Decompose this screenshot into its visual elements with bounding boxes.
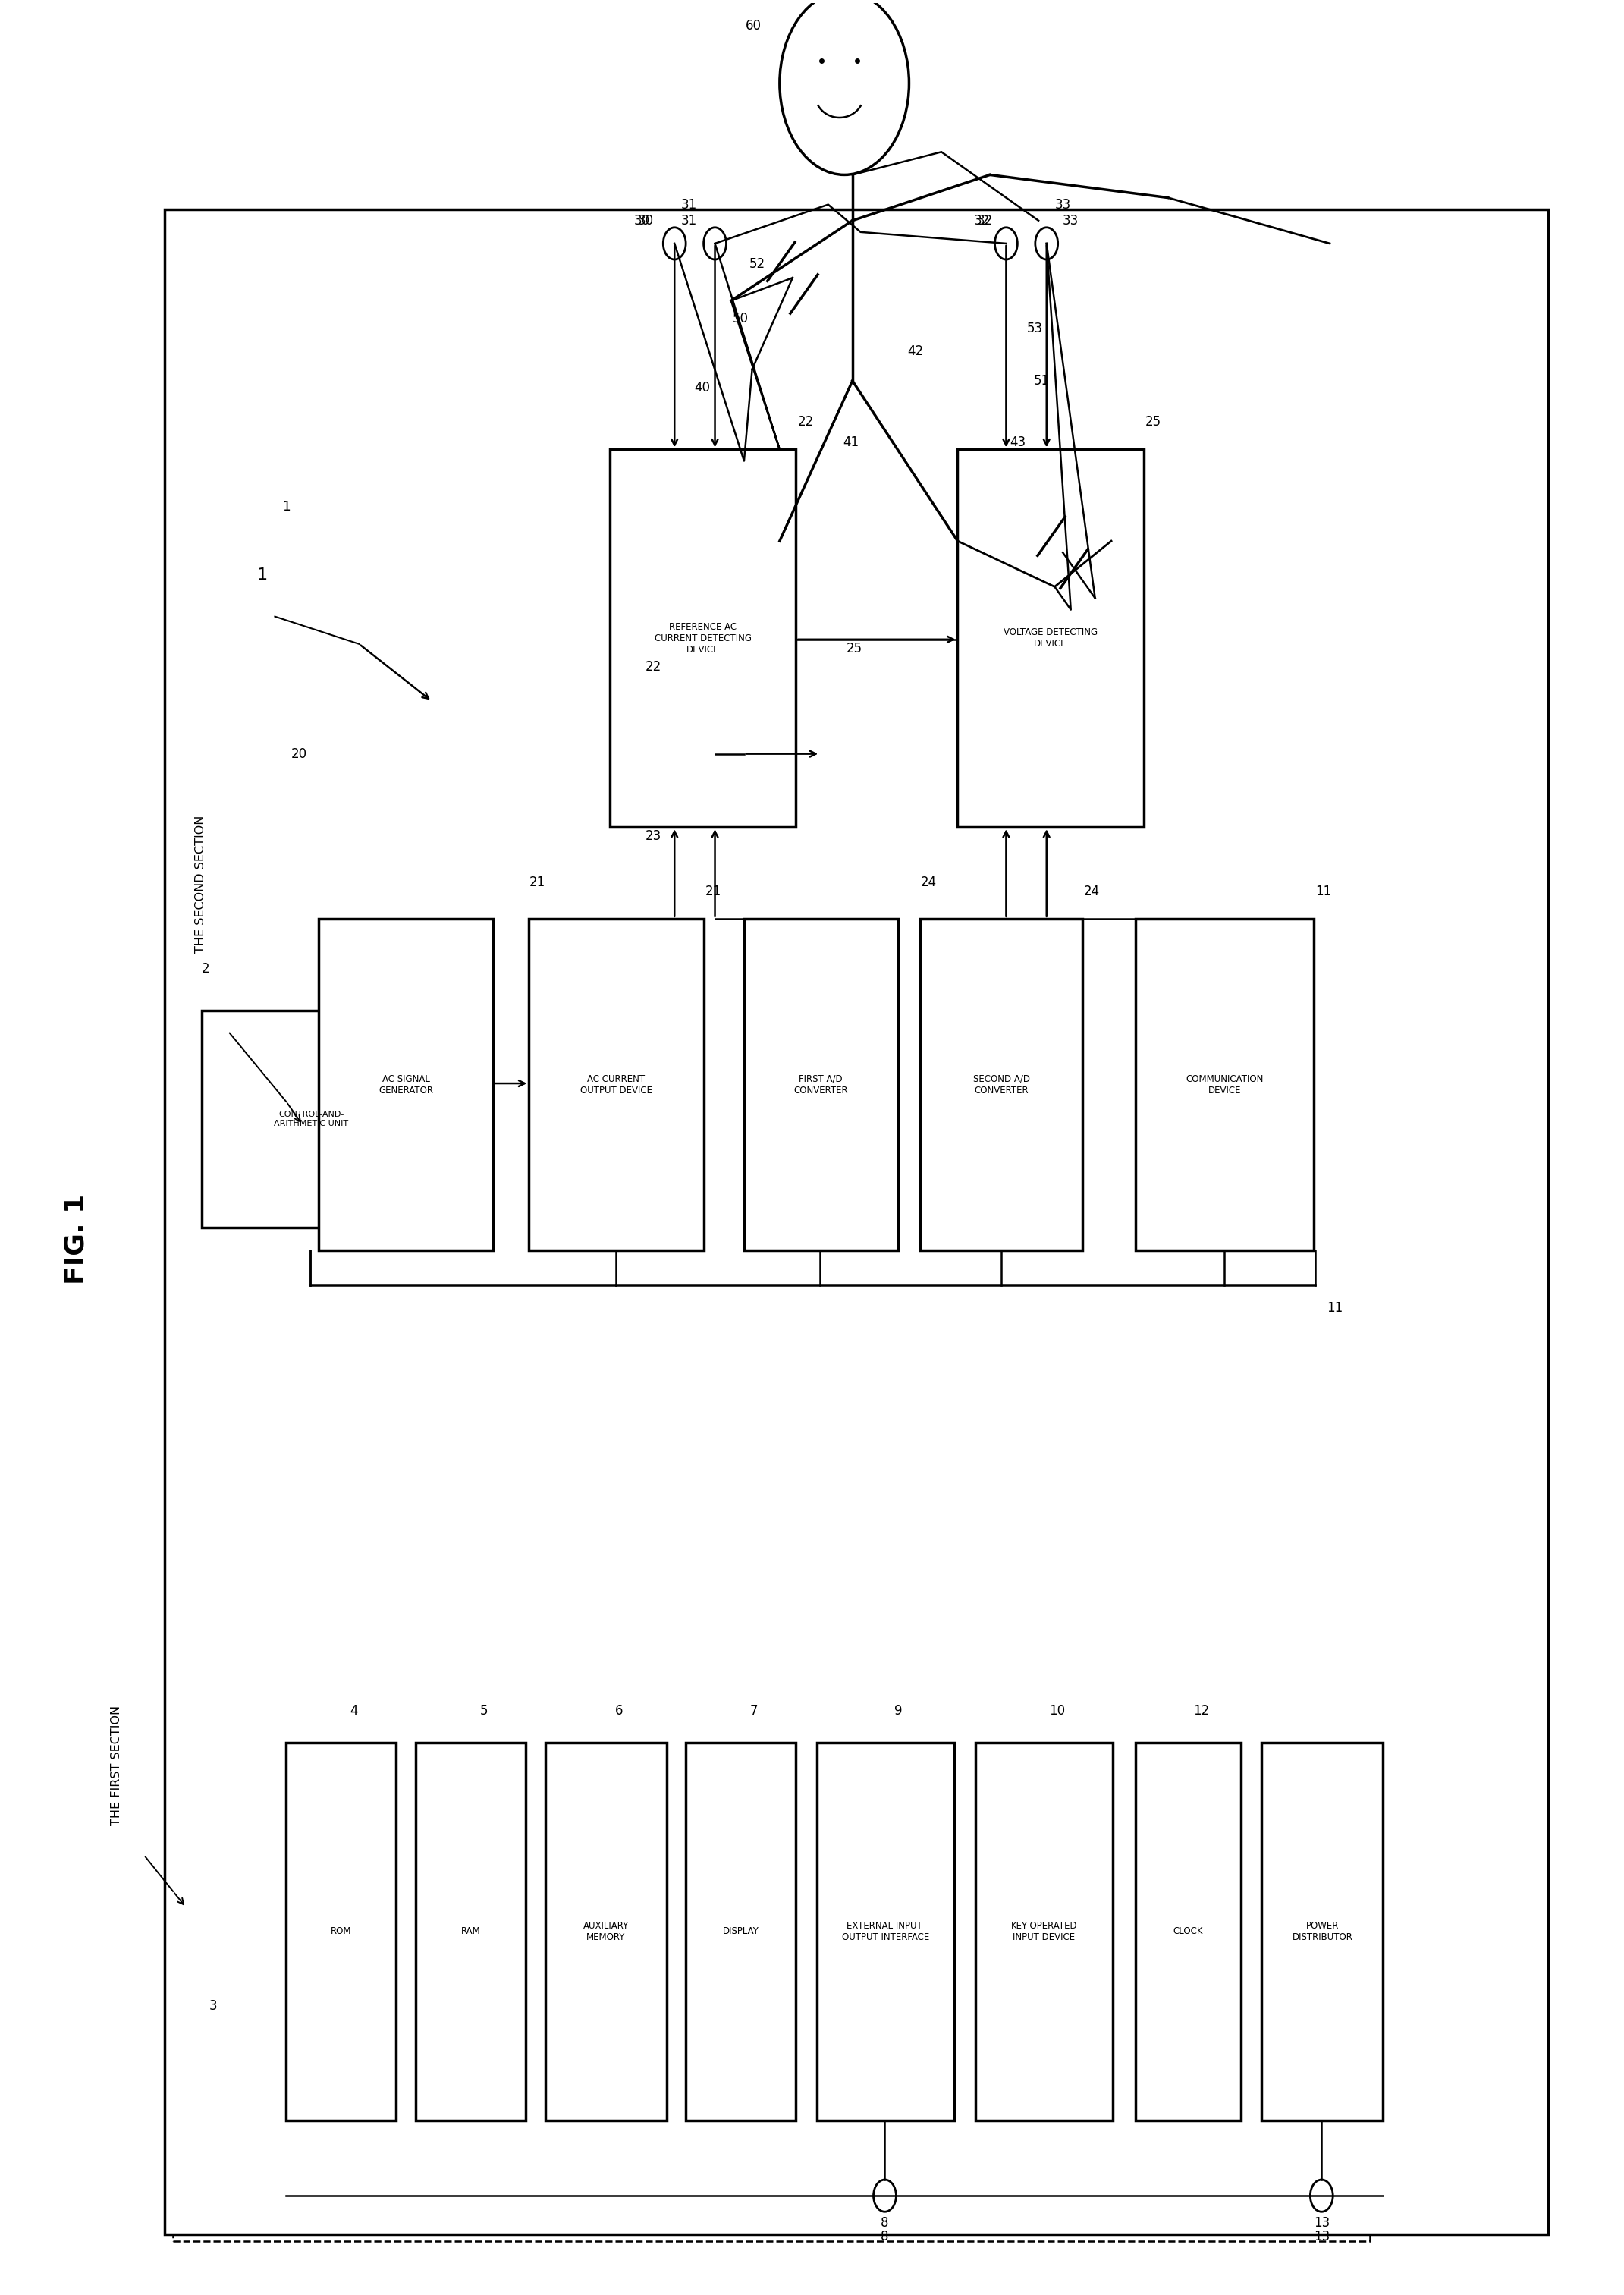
Text: 43: 43 bbox=[1010, 436, 1025, 450]
FancyBboxPatch shape bbox=[976, 1742, 1112, 2121]
Text: 9: 9 bbox=[895, 1703, 903, 1717]
FancyBboxPatch shape bbox=[1262, 1742, 1384, 2121]
Text: 22: 22 bbox=[797, 415, 814, 429]
FancyBboxPatch shape bbox=[921, 918, 1082, 1251]
Text: 6: 6 bbox=[615, 1703, 622, 1717]
Text: 12: 12 bbox=[1194, 1703, 1210, 1717]
Text: SECOND A/D
CONVERTER: SECOND A/D CONVERTER bbox=[973, 1074, 1030, 1095]
Text: 8: 8 bbox=[880, 2217, 888, 2231]
FancyBboxPatch shape bbox=[546, 1742, 666, 2121]
Text: 21: 21 bbox=[529, 874, 546, 888]
FancyBboxPatch shape bbox=[529, 918, 703, 1251]
FancyBboxPatch shape bbox=[166, 209, 1548, 2235]
Text: 10: 10 bbox=[1049, 1703, 1065, 1717]
FancyBboxPatch shape bbox=[1135, 918, 1314, 1251]
Text: AC SIGNAL
GENERATOR: AC SIGNAL GENERATOR bbox=[378, 1074, 434, 1095]
Text: 8: 8 bbox=[880, 2231, 888, 2245]
FancyBboxPatch shape bbox=[685, 1742, 796, 2121]
Text: 32: 32 bbox=[974, 213, 991, 227]
Text: 60: 60 bbox=[745, 18, 762, 32]
Text: 11: 11 bbox=[1315, 884, 1332, 897]
Text: 21: 21 bbox=[705, 884, 721, 897]
Text: THE FIRST SECTION: THE FIRST SECTION bbox=[110, 1705, 122, 1825]
Text: 13: 13 bbox=[1314, 2217, 1330, 2231]
Text: RAM: RAM bbox=[461, 1926, 481, 1937]
Text: 25: 25 bbox=[846, 643, 862, 656]
Text: FIG. 1: FIG. 1 bbox=[63, 1193, 89, 1285]
FancyBboxPatch shape bbox=[318, 918, 494, 1251]
Text: 1: 1 bbox=[283, 500, 291, 514]
Text: 7: 7 bbox=[750, 1703, 758, 1717]
Text: 30: 30 bbox=[637, 213, 653, 227]
FancyBboxPatch shape bbox=[201, 1010, 421, 1228]
Text: FIRST A/D
CONVERTER: FIRST A/D CONVERTER bbox=[794, 1074, 848, 1095]
Text: 32: 32 bbox=[978, 213, 994, 227]
Text: 51: 51 bbox=[1034, 374, 1049, 388]
Text: KEY-OPERATED
INPUT DEVICE: KEY-OPERATED INPUT DEVICE bbox=[1010, 1921, 1077, 1942]
FancyBboxPatch shape bbox=[286, 1742, 396, 2121]
Text: REFERENCE AC
CURRENT DETECTING
DEVICE: REFERENCE AC CURRENT DETECTING DEVICE bbox=[654, 622, 752, 654]
FancyBboxPatch shape bbox=[416, 1742, 526, 2121]
Text: 20: 20 bbox=[291, 746, 307, 760]
Text: 24: 24 bbox=[1083, 884, 1099, 897]
Text: COMMUNICATION
DEVICE: COMMUNICATION DEVICE bbox=[1186, 1074, 1263, 1095]
Text: 40: 40 bbox=[693, 381, 710, 395]
Text: 2: 2 bbox=[201, 962, 209, 975]
Text: CONTROL-AND-
ARITHMETIC UNIT: CONTROL-AND- ARITHMETIC UNIT bbox=[274, 1111, 349, 1127]
Text: 31: 31 bbox=[680, 213, 697, 227]
Text: 30: 30 bbox=[633, 213, 650, 227]
Text: 24: 24 bbox=[921, 874, 937, 888]
Text: 11: 11 bbox=[1327, 1301, 1343, 1315]
Text: 41: 41 bbox=[843, 436, 859, 450]
Text: 31: 31 bbox=[680, 197, 697, 211]
FancyBboxPatch shape bbox=[609, 450, 796, 826]
FancyBboxPatch shape bbox=[1135, 1742, 1241, 2121]
Text: DISPLAY: DISPLAY bbox=[723, 1926, 758, 1937]
FancyBboxPatch shape bbox=[958, 450, 1143, 826]
Text: 4: 4 bbox=[351, 1703, 359, 1717]
Text: 3: 3 bbox=[209, 1999, 218, 2013]
Text: 33: 33 bbox=[1062, 213, 1078, 227]
Text: POWER
DISTRIBUTOR: POWER DISTRIBUTOR bbox=[1293, 1921, 1353, 1942]
Text: 42: 42 bbox=[908, 344, 924, 358]
Text: 1: 1 bbox=[257, 567, 268, 583]
Text: AUXILIARY
MEMORY: AUXILIARY MEMORY bbox=[583, 1921, 628, 1942]
Text: 53: 53 bbox=[1028, 321, 1043, 335]
Text: 50: 50 bbox=[732, 312, 749, 326]
FancyBboxPatch shape bbox=[817, 1742, 955, 2121]
Text: EXTERNAL INPUT-
OUTPUT INTERFACE: EXTERNAL INPUT- OUTPUT INTERFACE bbox=[841, 1921, 929, 1942]
Text: CLOCK: CLOCK bbox=[1173, 1926, 1203, 1937]
Text: 23: 23 bbox=[645, 828, 661, 842]
Text: ROM: ROM bbox=[331, 1926, 352, 1937]
Text: THE SECOND SECTION: THE SECOND SECTION bbox=[195, 815, 206, 952]
Text: 33: 33 bbox=[1054, 197, 1070, 211]
Text: 52: 52 bbox=[749, 257, 765, 271]
Text: 25: 25 bbox=[1145, 415, 1161, 429]
Text: VOLTAGE DETECTING
DEVICE: VOLTAGE DETECTING DEVICE bbox=[1004, 627, 1098, 649]
Text: AC CURRENT
OUTPUT DEVICE: AC CURRENT OUTPUT DEVICE bbox=[580, 1074, 653, 1095]
FancyBboxPatch shape bbox=[744, 918, 898, 1251]
Text: 5: 5 bbox=[479, 1703, 487, 1717]
Text: 13: 13 bbox=[1314, 2231, 1330, 2245]
Text: 22: 22 bbox=[645, 661, 661, 675]
